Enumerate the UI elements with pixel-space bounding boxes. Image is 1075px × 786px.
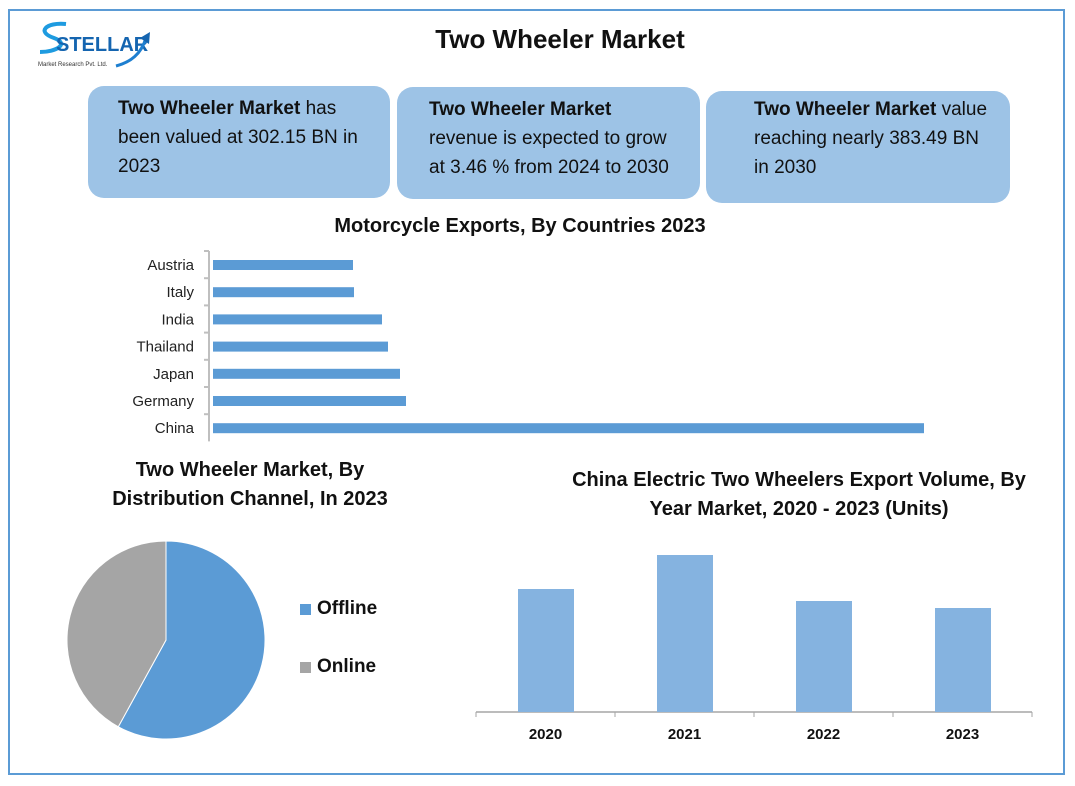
stat-card-forecast: Two Wheeler Market value reaching nearly… [706, 91, 1010, 203]
distribution-pie-chart [66, 540, 266, 740]
year-label: 2020 [529, 726, 562, 743]
year-label: 2022 [807, 726, 840, 743]
export-volume-chart-title: China Electric Two Wheelers Export Volum… [572, 469, 1026, 520]
category-label: Austria [147, 257, 194, 274]
exports-chart-title: Motorcycle Exports, By Countries 2023 [334, 215, 706, 237]
category-label: Germany [132, 393, 194, 410]
category-label: Thailand [136, 339, 194, 356]
bar-germany [213, 396, 406, 406]
category-label: China [155, 420, 195, 437]
pie-slice-online [66, 540, 167, 728]
bar-italy [213, 287, 354, 298]
pie-slice-offline [117, 540, 266, 740]
stellar-logo-icon: STELLAR Market Research Pvt. Ltd. [38, 21, 150, 68]
bar-2020 [518, 589, 574, 712]
bar-2023 [935, 608, 991, 712]
distribution-chart-title: Two Wheeler Market, By Distribution Chan… [112, 459, 388, 510]
bar-thailand [213, 341, 388, 352]
svg-text:Market Research Pvt. Ltd.: Market Research Pvt. Ltd. [38, 62, 108, 68]
legend-swatch [300, 603, 311, 615]
export-volume-bar-chart: 2020 2021 2022 2023 [475, 555, 1033, 743]
bar-china [213, 423, 924, 434]
category-label: India [161, 311, 194, 328]
bar-japan [213, 368, 400, 379]
bar-2022 [796, 601, 852, 712]
year-label: 2023 [946, 726, 979, 743]
category-label: Japan [153, 366, 194, 383]
bar-2021 [657, 555, 713, 712]
logo: STELLAR Market Research Pvt. Ltd. [36, 18, 156, 70]
year-label: 2021 [668, 726, 701, 743]
legend-online: Online [300, 656, 376, 678]
bar-india [213, 314, 382, 325]
svg-text:STELLAR: STELLAR [56, 34, 149, 56]
legend-offline: Offline [300, 598, 377, 620]
exports-bar-chart: Austria Italy India Thailand Japan Germany Chi… [132, 250, 924, 442]
category-label: Italy [166, 284, 194, 301]
bar-austria [213, 260, 353, 270]
stat-card-valuation: Two Wheeler Market has been valued at 30… [88, 86, 390, 198]
stat-card-growth: Two Wheeler Market revenue is expected t… [397, 87, 700, 199]
page-title: Two Wheeler Market [435, 24, 685, 54]
infographic-frame [8, 9, 1065, 775]
legend-swatch [300, 661, 311, 673]
